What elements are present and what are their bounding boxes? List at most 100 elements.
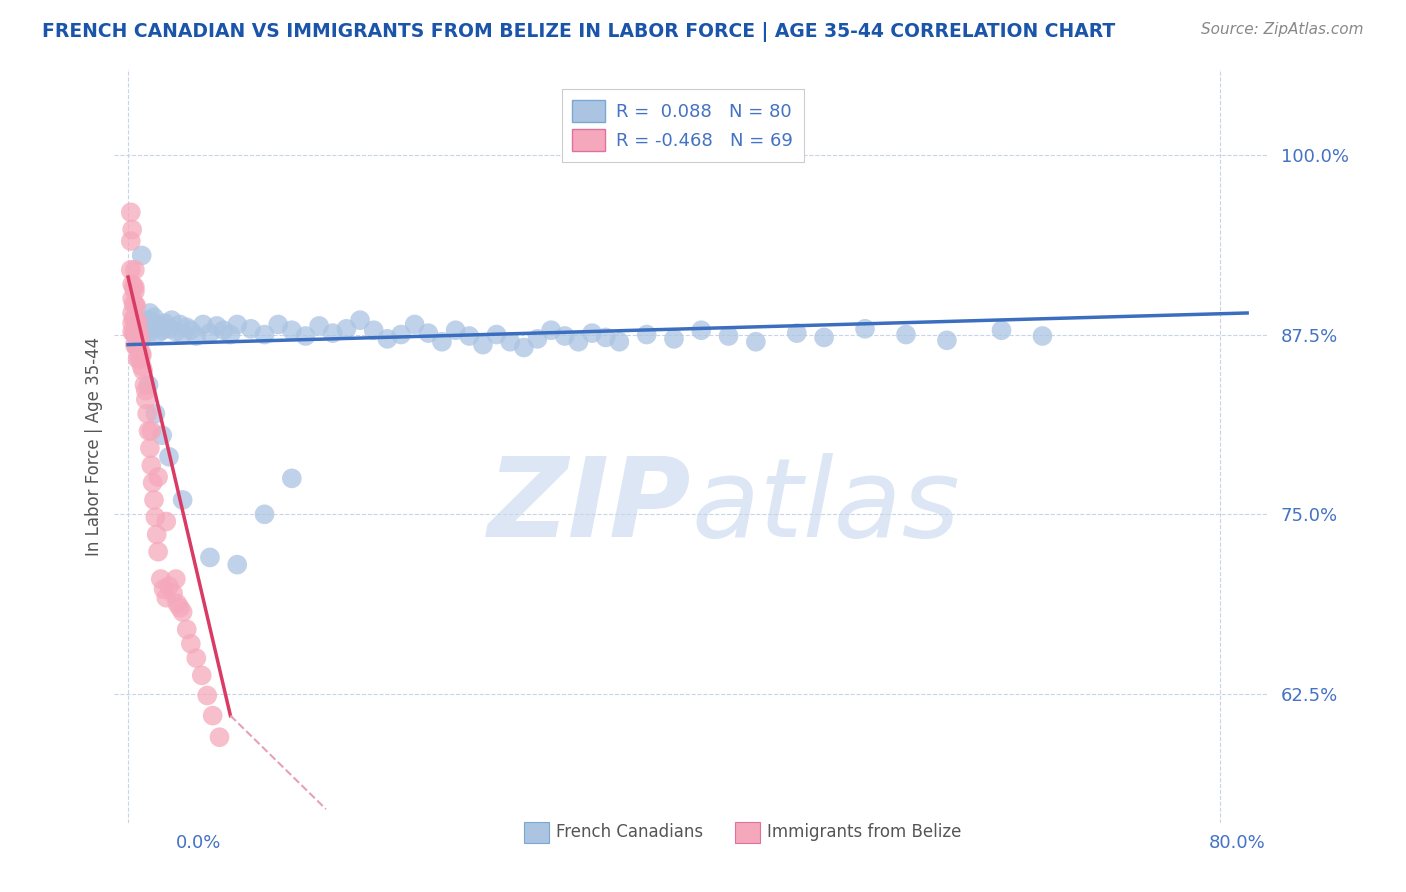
Point bbox=[253, 508, 276, 522]
Point bbox=[127, 351, 149, 366]
Point bbox=[191, 318, 214, 332]
Point bbox=[205, 318, 228, 333]
Point bbox=[212, 323, 235, 337]
Point bbox=[124, 263, 146, 277]
Text: ZIP: ZIP bbox=[488, 453, 690, 560]
Point bbox=[121, 292, 143, 306]
Point bbox=[121, 277, 143, 292]
Point bbox=[540, 323, 562, 337]
Point bbox=[201, 708, 224, 723]
Point bbox=[121, 325, 143, 339]
Point bbox=[131, 359, 153, 374]
Point bbox=[124, 297, 146, 311]
Point bbox=[153, 316, 176, 330]
Point bbox=[128, 326, 150, 340]
Point bbox=[226, 318, 249, 332]
Text: French Canadians: French Canadians bbox=[557, 823, 703, 841]
Point bbox=[894, 327, 917, 342]
Point bbox=[172, 492, 194, 507]
Point bbox=[281, 323, 304, 337]
Point bbox=[1031, 329, 1053, 343]
Text: atlas: atlas bbox=[690, 453, 960, 560]
Point bbox=[322, 326, 344, 340]
Point bbox=[418, 326, 440, 340]
Text: Immigrants from Belize: Immigrants from Belize bbox=[768, 823, 962, 841]
Point bbox=[430, 334, 453, 349]
Point bbox=[141, 315, 163, 329]
Point bbox=[125, 299, 148, 313]
Point bbox=[595, 330, 617, 344]
Point bbox=[139, 306, 162, 320]
Point bbox=[526, 332, 548, 346]
Point bbox=[554, 329, 576, 343]
Point bbox=[122, 297, 145, 311]
Point bbox=[389, 327, 412, 342]
Point bbox=[127, 327, 149, 342]
Point bbox=[180, 323, 202, 337]
Point bbox=[609, 334, 631, 349]
Point bbox=[125, 327, 148, 342]
Point bbox=[145, 527, 167, 541]
Point bbox=[143, 318, 166, 332]
Point bbox=[226, 558, 249, 572]
Point bbox=[124, 337, 146, 351]
Point bbox=[166, 597, 188, 611]
Point bbox=[124, 285, 146, 299]
Point bbox=[150, 428, 173, 442]
Point bbox=[662, 332, 685, 346]
Point bbox=[157, 579, 180, 593]
Point bbox=[165, 572, 187, 586]
Point bbox=[122, 326, 145, 340]
Text: 0.0%: 0.0% bbox=[176, 834, 221, 852]
Point bbox=[131, 346, 153, 360]
Point bbox=[146, 544, 169, 558]
Point bbox=[404, 318, 426, 332]
Text: FRENCH CANADIAN VS IMMIGRANTS FROM BELIZE IN LABOR FORCE | AGE 35-44 CORRELATION: FRENCH CANADIAN VS IMMIGRANTS FROM BELIZ… bbox=[42, 22, 1115, 42]
Point bbox=[128, 351, 150, 366]
Point bbox=[141, 458, 163, 473]
Point bbox=[172, 327, 194, 342]
Point bbox=[121, 316, 143, 330]
Point bbox=[150, 323, 173, 337]
Point bbox=[124, 280, 146, 294]
Point bbox=[134, 323, 156, 337]
Point bbox=[458, 329, 481, 343]
Point bbox=[152, 582, 174, 596]
Point bbox=[253, 327, 276, 342]
Point bbox=[853, 322, 876, 336]
Point bbox=[176, 623, 198, 637]
Point bbox=[120, 205, 142, 219]
Point bbox=[121, 306, 143, 320]
Point bbox=[267, 318, 290, 332]
Point bbox=[308, 318, 330, 333]
Point bbox=[162, 586, 184, 600]
Y-axis label: In Labor Force | Age 35-44: In Labor Force | Age 35-44 bbox=[86, 336, 103, 556]
Point bbox=[198, 326, 221, 340]
Point bbox=[142, 475, 165, 490]
Point bbox=[157, 322, 180, 336]
Point bbox=[132, 363, 155, 377]
Point bbox=[157, 450, 180, 464]
Point bbox=[124, 326, 146, 340]
Point bbox=[131, 349, 153, 363]
Point bbox=[281, 471, 304, 485]
Point bbox=[180, 637, 202, 651]
Point bbox=[131, 248, 153, 262]
Point bbox=[148, 318, 170, 333]
Point bbox=[120, 234, 142, 248]
Point bbox=[125, 315, 148, 329]
Point bbox=[349, 313, 371, 327]
Point bbox=[141, 424, 163, 438]
Point bbox=[143, 510, 166, 524]
Point bbox=[135, 313, 157, 327]
Point bbox=[155, 515, 177, 529]
Point bbox=[690, 323, 713, 337]
Point bbox=[138, 326, 160, 340]
Point bbox=[146, 326, 169, 340]
Point bbox=[717, 329, 740, 343]
Point bbox=[186, 651, 208, 665]
Point bbox=[135, 384, 157, 398]
Point bbox=[143, 310, 166, 325]
Point bbox=[444, 323, 467, 337]
Point bbox=[155, 591, 177, 605]
